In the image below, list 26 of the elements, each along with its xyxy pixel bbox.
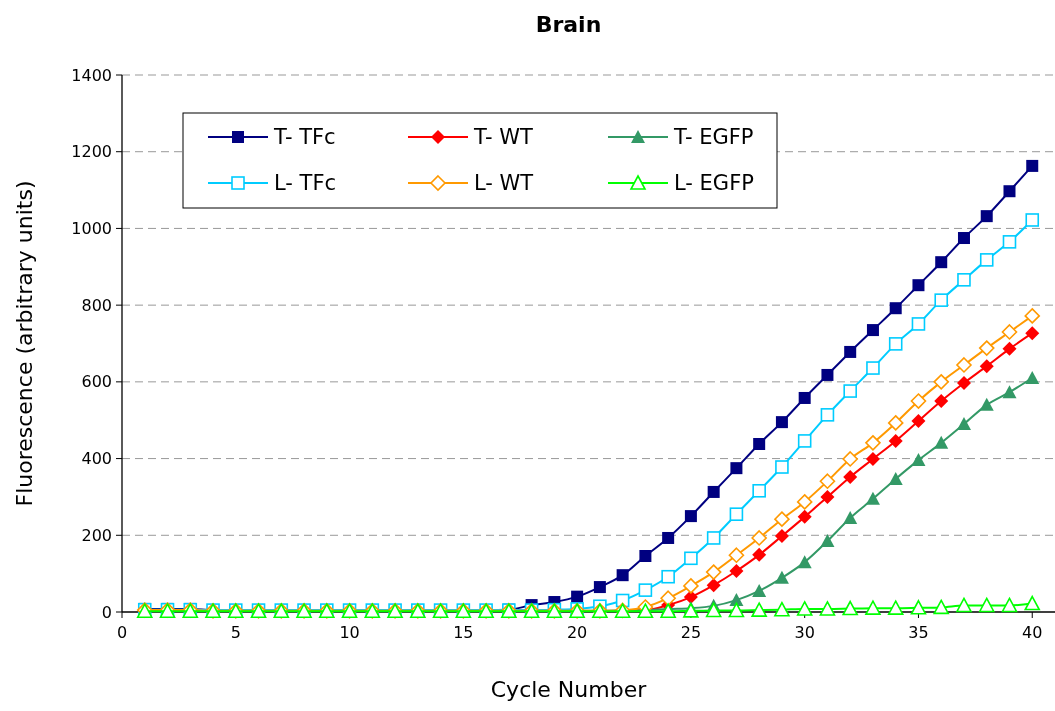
x-tick-label: 20 bbox=[566, 623, 588, 642]
y-tick-label: 800 bbox=[81, 295, 112, 315]
y-tick-label: 1400 bbox=[71, 65, 112, 85]
legend-label: T- EGFP bbox=[673, 125, 754, 150]
y-tick-label: 1000 bbox=[71, 219, 112, 239]
y-tick-label: 600 bbox=[81, 372, 112, 392]
y-tick-label: 200 bbox=[81, 525, 112, 545]
x-axis-title: Cycle Number bbox=[490, 677, 648, 702]
legend-label: T- WT bbox=[473, 125, 533, 150]
y-tick-label: 0 bbox=[101, 602, 112, 622]
x-tick-label: 25 bbox=[680, 623, 702, 642]
x-tick-label: 0 bbox=[116, 623, 128, 642]
y-tick-label: 400 bbox=[81, 449, 112, 469]
chart-title: Brain bbox=[535, 12, 602, 37]
x-tick-label: 30 bbox=[794, 623, 815, 642]
legend-label: L- EGFP bbox=[674, 171, 754, 196]
y-tick-label: 1200 bbox=[71, 142, 112, 162]
x-tick-label: 5 bbox=[230, 623, 241, 642]
y-axis-title: Fluorescence (arbitrary units) bbox=[12, 180, 37, 507]
x-tick-label: 10 bbox=[339, 623, 360, 642]
legend-label: L- TFc bbox=[274, 171, 337, 196]
legend-label: T- TFc bbox=[273, 125, 336, 150]
x-tick-label: 35 bbox=[908, 623, 929, 642]
legend-label: L- WT bbox=[474, 171, 534, 196]
x-tick-label: 15 bbox=[453, 623, 474, 642]
x-tick-label: 40 bbox=[1022, 623, 1043, 642]
